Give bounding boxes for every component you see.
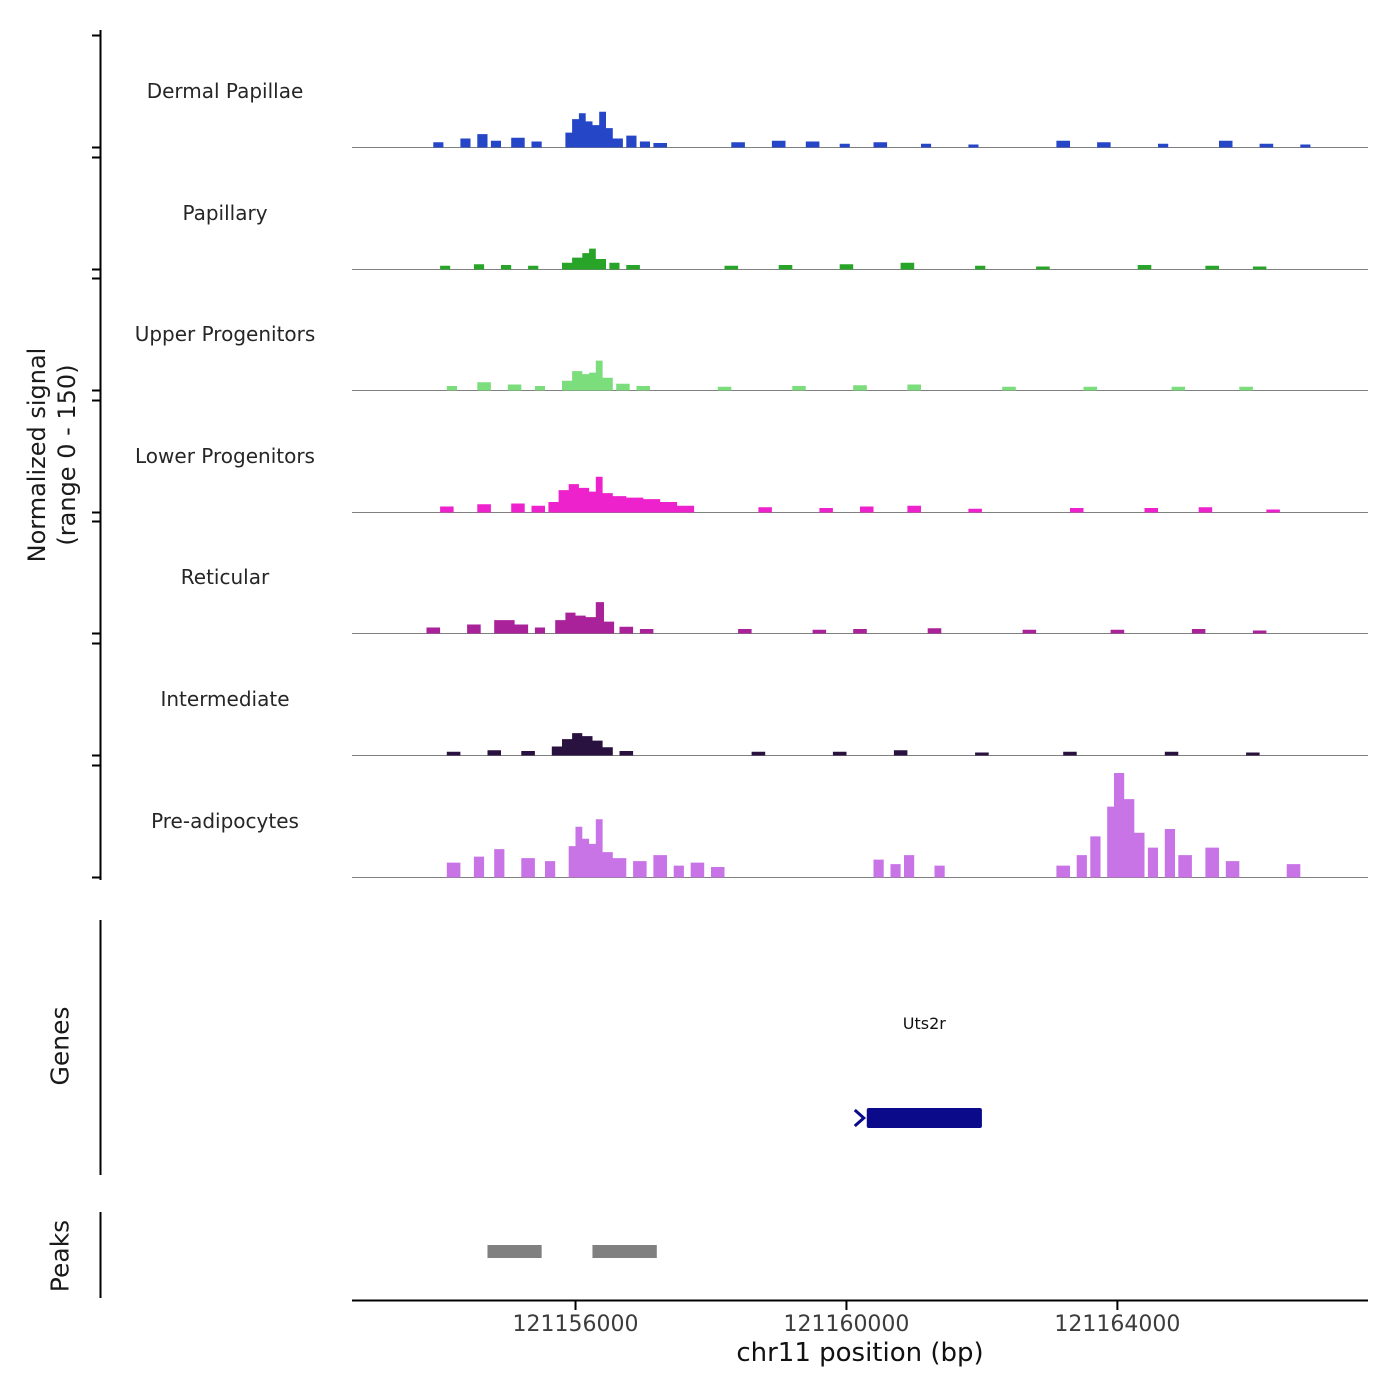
signal-area-pre-adipocytes	[446, 773, 1301, 878]
x-axis-title: chr11 position (bp)	[736, 1338, 984, 1368]
signal-area-dermal-papillae	[433, 111, 1311, 148]
track-label-pre-adipocytes: Pre-adipocytes	[151, 808, 299, 833]
peak-region	[487, 1245, 542, 1258]
x-tick-label-121160000: 121160000	[783, 1312, 910, 1337]
genes-section-label: Genes	[45, 1006, 75, 1086]
track-label-papillary: Papillary	[182, 200, 268, 225]
track-label-lower-progenitors: Lower Progenitors	[135, 443, 315, 468]
x-tick-label-121164000: 121164000	[1054, 1312, 1181, 1337]
track-label-reticular: Reticular	[180, 564, 270, 589]
signal-area-reticular	[426, 602, 1267, 634]
signal-area-papillary	[440, 248, 1267, 270]
y-axis-label: Normalized signal (range 0 - 150)	[23, 347, 81, 563]
gene-name-uts2r: Uts2r	[902, 1014, 946, 1033]
signal-area-upper-progenitors	[446, 360, 1253, 391]
gene-body-uts2r	[866, 1108, 982, 1128]
gene-strand-arrow	[853, 1108, 867, 1128]
x-tick-label-121156000: 121156000	[512, 1312, 639, 1337]
peaks-section-label: Peaks	[45, 1219, 75, 1293]
track-label-upper-progenitors: Upper Progenitors	[134, 321, 316, 346]
track-label-dermal-papillae: Dermal Papillae	[146, 78, 304, 103]
signal-area-lower-progenitors	[440, 476, 1280, 513]
signal-area-intermediate	[446, 733, 1260, 756]
track-label-intermediate: Intermediate	[160, 686, 290, 711]
peak-region	[592, 1245, 657, 1258]
